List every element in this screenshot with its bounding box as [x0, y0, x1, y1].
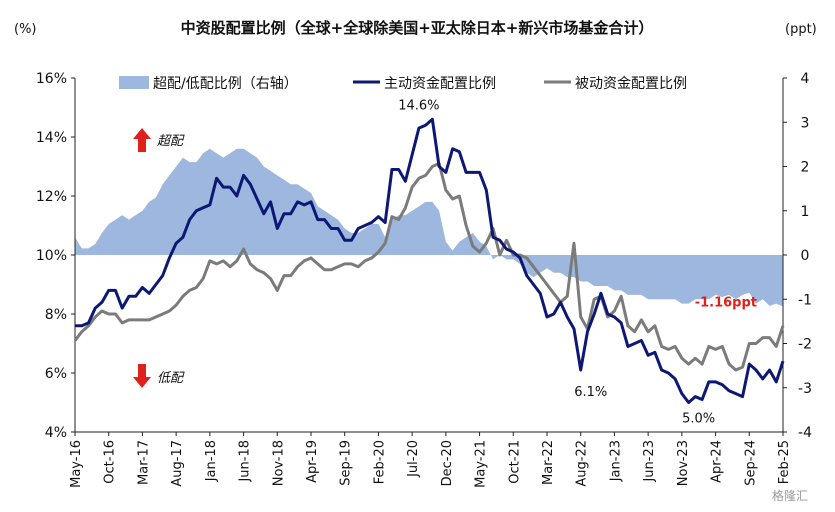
- overweight-note: 超配: [157, 134, 185, 149]
- legend-swatch-area: [119, 76, 149, 89]
- x-tick-label: Mar-22: [541, 440, 556, 485]
- left-tick-label: 14%: [36, 130, 67, 146]
- axes-group: 4% 6% 8% 10% 12% 14% 16% -4 -3 -2 -1 0 1 2 3 4 May-16 Oct…: [36, 71, 812, 488]
- line-series-group: [73, 117, 785, 404]
- x-tick-label: Feb-25: [777, 440, 792, 484]
- x-tick-label: Dec-20: [440, 440, 455, 486]
- x-tick-label: Nov-18: [271, 440, 286, 486]
- right-tick-label: -1: [798, 292, 812, 308]
- annotation-label: 6.1%: [574, 385, 607, 400]
- x-tick-label: Aug-22: [575, 440, 590, 487]
- x-tick-label: Jan-23: [608, 440, 623, 482]
- left-tick-label: 12%: [36, 189, 67, 205]
- left-tick-label: 8%: [45, 307, 67, 323]
- left-tick-label: 6%: [45, 366, 67, 382]
- left-tick-label: 10%: [36, 248, 67, 264]
- annotations-group: 14.6% 6.1% 5.0% -1.16ppt: [398, 98, 757, 426]
- arrow-down-icon: [133, 364, 151, 388]
- x-tick-label: May-16: [69, 440, 84, 488]
- right-tick-label: -3: [798, 381, 812, 397]
- right-tick-label: 0: [801, 248, 810, 264]
- right-tick-label: 1: [801, 204, 810, 220]
- annotation-label: 14.6%: [398, 98, 439, 113]
- x-tick-label: Mar-17: [136, 440, 151, 485]
- legend: 超配/低配比例（右轴） 主动资金配置比例 被动资金配置比例: [119, 76, 687, 92]
- annotation-label: 5.0%: [682, 412, 715, 427]
- x-tick-label: Apr-24: [710, 440, 725, 483]
- x-tick-label: May-21: [474, 440, 489, 488]
- right-tick-label: -2: [798, 337, 812, 353]
- x-tick-label: Aug-17: [170, 440, 185, 487]
- x-tick-label: Oct-16: [103, 440, 118, 484]
- active-funds-line: [75, 117, 785, 404]
- notes-group: 超配 低配: [133, 128, 185, 388]
- chart-title: 中资股配置比例（全球+全球除美国+亚太除日本+新兴市场基金合计）: [181, 19, 654, 37]
- x-tick-label: Apr-19: [305, 440, 320, 483]
- left-tick-label: 4%: [45, 425, 67, 441]
- left-unit-label: (%): [14, 22, 37, 37]
- legend-label-active: 主动资金配置比例: [384, 76, 496, 92]
- x-tick-label: Nov-23: [676, 440, 691, 486]
- arrow-up-icon: [133, 128, 151, 152]
- right-tick-label: -4: [798, 425, 812, 441]
- legend-label-area: 超配/低配比例（右轴）: [153, 76, 298, 92]
- passive-funds-line: [73, 162, 785, 372]
- right-tick-label: 2: [801, 160, 810, 176]
- x-tick-label: Jun-23: [642, 440, 657, 483]
- x-tick-label: Oct-21: [507, 440, 522, 484]
- right-unit-label: (ppt): [785, 22, 817, 37]
- watermark: 格隆汇: [772, 488, 808, 503]
- x-tick-label: Jul-20: [406, 440, 421, 478]
- x-tick-label: Jun-18: [238, 440, 253, 483]
- x-tick-label: Sep-24: [743, 440, 758, 486]
- x-tick-label: Jan-18: [204, 440, 219, 482]
- x-tick-label: Sep-19: [339, 440, 354, 486]
- annotation-label: -1.16ppt: [695, 295, 757, 310]
- right-tick-label: 4: [801, 71, 810, 87]
- legend-label-passive: 被动资金配置比例: [575, 76, 687, 92]
- underweight-note: 低配: [157, 371, 185, 386]
- x-tick-label: Feb-20: [372, 440, 387, 484]
- left-tick-label: 16%: [36, 71, 67, 87]
- right-tick-label: 3: [801, 115, 810, 131]
